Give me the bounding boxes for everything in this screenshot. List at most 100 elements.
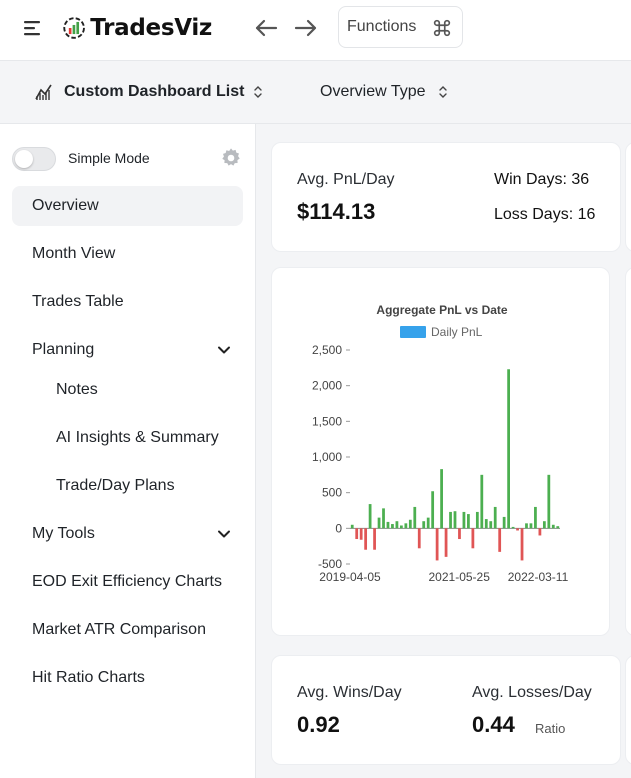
ratio-label: Ratio bbox=[535, 721, 566, 736]
pnl-bar[interactable] bbox=[404, 523, 408, 529]
pnl-bar[interactable] bbox=[529, 523, 533, 529]
pnl-bar[interactable] bbox=[484, 519, 488, 529]
hamburger-menu-icon[interactable] bbox=[22, 18, 42, 38]
pnl-bar[interactable] bbox=[413, 506, 417, 529]
pnl-bar[interactable] bbox=[400, 525, 403, 529]
sidebar: Simple Mode Overview Month View Trades T… bbox=[0, 124, 256, 778]
pnl-bar[interactable] bbox=[471, 528, 475, 549]
sidebar-item-label: Month View bbox=[32, 245, 116, 262]
pnl-bar[interactable] bbox=[386, 521, 390, 529]
pnl-bar[interactable] bbox=[364, 528, 368, 550]
pnl-bar[interactable] bbox=[426, 517, 430, 529]
pnl-bar[interactable] bbox=[538, 528, 542, 536]
avg-pnl-label: Avg. PnL/Day bbox=[297, 171, 395, 188]
y-tick-label: 2,000 bbox=[312, 379, 342, 393]
chart-title: Aggregate PnL vs Date bbox=[376, 303, 507, 317]
x-axis: 2019-04-05 2021-05-25 2022-03-11 bbox=[319, 570, 568, 584]
aggregate-pnl-chart-card: Aggregate PnL vs Date Daily PnL 2,500 2,0… bbox=[271, 267, 610, 636]
gear-icon[interactable] bbox=[220, 147, 242, 169]
pnl-bar[interactable] bbox=[408, 519, 412, 529]
pnl-bar[interactable] bbox=[458, 528, 461, 540]
simple-mode-label: Simple Mode bbox=[68, 150, 150, 166]
pnl-bar[interactable] bbox=[480, 474, 484, 529]
pnl-bar[interactable] bbox=[534, 506, 537, 529]
pnl-bar[interactable] bbox=[391, 524, 394, 529]
sidebar-item-label: Hit Ratio Charts bbox=[32, 669, 145, 686]
sidebar-item-label: Planning bbox=[32, 341, 95, 358]
sidebar-item-market-atr[interactable]: Market ATR Comparison bbox=[12, 610, 243, 650]
functions-button[interactable]: Functions bbox=[338, 6, 463, 48]
pnl-bar[interactable] bbox=[462, 511, 466, 529]
sidebar-item-trades-table[interactable]: Trades Table bbox=[12, 282, 243, 322]
overview-type-dropdown[interactable]: Overview Type bbox=[320, 79, 448, 105]
sidebar-item-label: Notes bbox=[56, 381, 98, 398]
avg-pnl-value: $114.13 bbox=[297, 199, 376, 224]
pnl-bar[interactable] bbox=[359, 528, 363, 540]
win-days: Win Days: 36 bbox=[494, 171, 590, 188]
avg-wins-label: Avg. Wins/Day bbox=[297, 684, 402, 701]
pnl-bar[interactable] bbox=[377, 517, 381, 529]
pnl-bar[interactable] bbox=[516, 528, 519, 531]
sidebar-item-label: Trades Table bbox=[32, 293, 124, 310]
legend-label[interactable]: Daily PnL bbox=[431, 325, 483, 339]
pnl-bar[interactable] bbox=[489, 521, 493, 529]
pnl-bar[interactable] bbox=[547, 474, 551, 529]
sidebar-item-trade-day-plans[interactable]: Trade/Day Plans bbox=[12, 466, 243, 506]
pnl-bar[interactable] bbox=[475, 511, 479, 529]
tradesviz-logo[interactable]: TradesViz bbox=[62, 12, 212, 44]
sidebar-item-eod-exit-efficiency[interactable]: EOD Exit Efficiency Charts bbox=[12, 562, 243, 602]
top-bar: TradesViz Functions bbox=[0, 0, 631, 60]
pnl-bar[interactable] bbox=[422, 521, 426, 529]
chevron-down-icon bbox=[218, 530, 230, 538]
main-content: Avg. PnL/Day $114.13 Win Days: 36 Loss D… bbox=[256, 124, 631, 778]
bars-group bbox=[350, 369, 560, 561]
pnl-bar[interactable] bbox=[395, 521, 399, 529]
pnl-bar[interactable] bbox=[444, 528, 448, 557]
pnl-bar[interactable] bbox=[440, 469, 443, 529]
pnl-bar[interactable] bbox=[417, 528, 421, 549]
sidebar-item-label: Market ATR Comparison bbox=[32, 621, 206, 638]
y-tick-label: -500 bbox=[318, 557, 342, 571]
sidebar-item-my-tools[interactable]: My Tools bbox=[12, 514, 243, 554]
custom-dashboard-list-dropdown[interactable]: Custom Dashboard List bbox=[34, 79, 263, 105]
arrow-right-icon[interactable] bbox=[292, 14, 320, 42]
pnl-bar[interactable] bbox=[350, 524, 354, 529]
pnl-bar[interactable] bbox=[525, 523, 528, 529]
overview-type-label: Overview Type bbox=[320, 83, 426, 100]
sidebar-item-ai-insights[interactable]: AI Insights & Summary bbox=[12, 418, 243, 458]
sidebar-item-month-view[interactable]: Month View bbox=[12, 234, 243, 274]
pnl-bar[interactable] bbox=[467, 514, 470, 529]
pnl-bar[interactable] bbox=[449, 511, 452, 529]
pnl-bar[interactable] bbox=[520, 528, 524, 561]
avg-losses-value: 0.44 bbox=[472, 712, 515, 737]
pnl-bar[interactable] bbox=[355, 528, 359, 540]
sidebar-item-label: EOD Exit Efficiency Charts bbox=[32, 573, 222, 590]
sidebar-item-overview[interactable]: Overview bbox=[12, 186, 243, 226]
sidebar-item-planning[interactable]: Planning bbox=[12, 330, 243, 370]
loss-days: Loss Days: 16 bbox=[494, 206, 596, 223]
pnl-bar[interactable] bbox=[368, 504, 372, 529]
dashboard-toolbar: Custom Dashboard List Overview Type bbox=[0, 60, 631, 124]
chart-card-partial bbox=[625, 267, 631, 636]
simple-mode-row: Simple Mode bbox=[12, 146, 244, 172]
sidebar-item-hit-ratio[interactable]: Hit Ratio Charts bbox=[12, 658, 243, 698]
sort-arrows-icon bbox=[438, 86, 447, 98]
pnl-bar[interactable] bbox=[511, 526, 515, 529]
x-tick-label: 2019-04-05 bbox=[319, 570, 381, 584]
simple-mode-toggle[interactable] bbox=[12, 147, 56, 171]
pnl-bar[interactable] bbox=[498, 528, 502, 552]
pnl-bar[interactable] bbox=[551, 524, 555, 529]
arrow-left-icon[interactable] bbox=[252, 14, 280, 42]
pnl-bar[interactable] bbox=[382, 508, 385, 529]
pnl-bar[interactable] bbox=[453, 511, 457, 529]
pnl-bar[interactable] bbox=[373, 528, 376, 550]
pnl-bar[interactable] bbox=[502, 516, 506, 529]
y-tick-label: 1,500 bbox=[312, 414, 342, 428]
pnl-bar[interactable] bbox=[507, 369, 510, 529]
pnl-bar[interactable] bbox=[435, 528, 439, 561]
pnl-bar[interactable] bbox=[493, 506, 497, 529]
pnl-bar[interactable] bbox=[431, 491, 435, 529]
sidebar-item-notes[interactable]: Notes bbox=[12, 370, 243, 410]
pnl-bar[interactable] bbox=[556, 526, 560, 529]
pnl-bar[interactable] bbox=[542, 521, 546, 529]
